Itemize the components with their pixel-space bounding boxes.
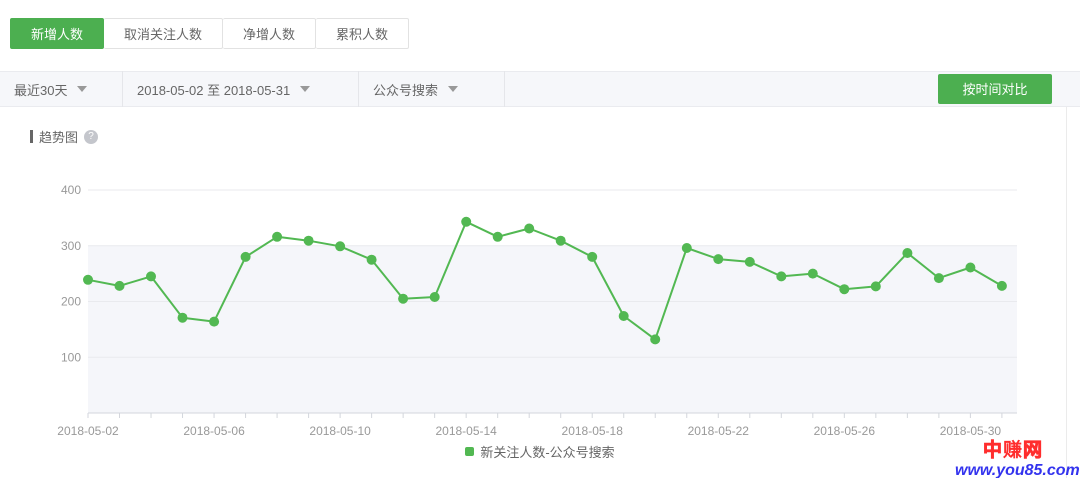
svg-text:2018-05-18: 2018-05-18 bbox=[562, 424, 624, 438]
svg-text:2018-05-14: 2018-05-14 bbox=[435, 424, 497, 438]
svg-text:300: 300 bbox=[61, 239, 81, 253]
svg-text:2018-05-10: 2018-05-10 bbox=[309, 424, 371, 438]
svg-text:2018-05-22: 2018-05-22 bbox=[688, 424, 750, 438]
svg-text:2018-05-06: 2018-05-06 bbox=[183, 424, 245, 438]
svg-text:400: 400 bbox=[61, 183, 81, 197]
svg-text:2018-05-02: 2018-05-02 bbox=[57, 424, 119, 438]
svg-text:2018-05-26: 2018-05-26 bbox=[814, 424, 876, 438]
svg-text:100: 100 bbox=[61, 350, 81, 364]
svg-text:2018-05-30: 2018-05-30 bbox=[940, 424, 1002, 438]
svg-text:200: 200 bbox=[61, 295, 81, 309]
